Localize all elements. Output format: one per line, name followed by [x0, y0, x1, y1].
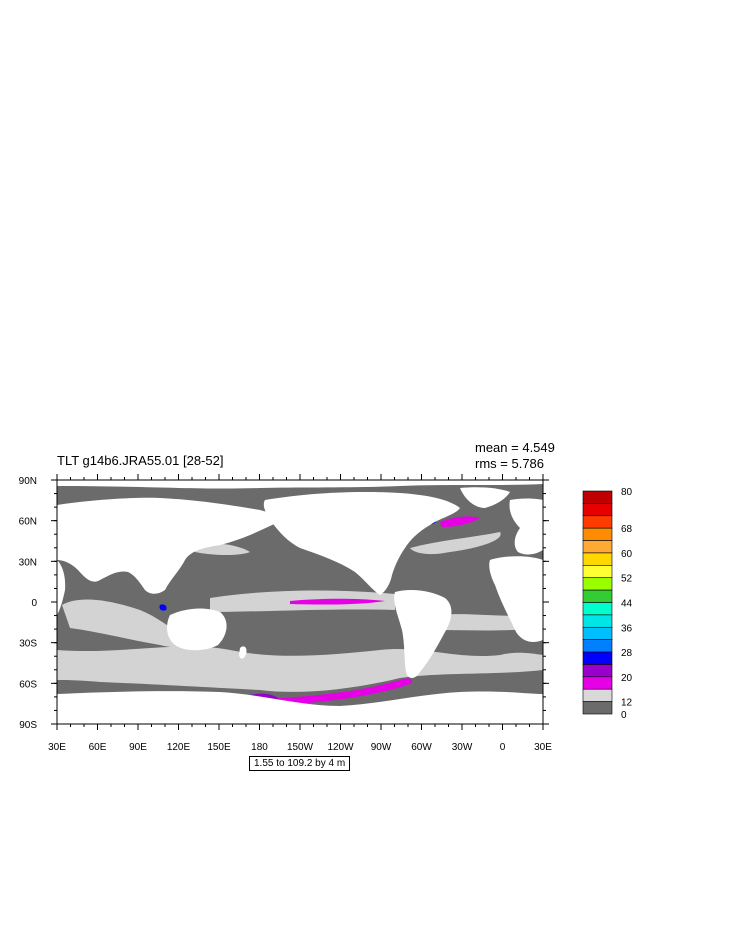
rms-value: rms = 5.786	[475, 456, 545, 471]
contour-interval-note: 1.55 to 109.2 by 4 m	[249, 756, 351, 771]
africa-right-land	[489, 556, 543, 642]
axis-ticks: 30E 60E 90E 120E 150E 180 150W 120W 90W 60W 30W 0 30…	[19, 474, 552, 753]
colorbar-swatch	[582, 639, 613, 653]
southern-magenta	[240, 678, 412, 706]
colorbar-label: 20	[621, 673, 633, 684]
lat-tick-label: 30S	[19, 639, 37, 650]
equatorial-magenta	[290, 598, 385, 605]
lat-tick-label: 60S	[19, 679, 37, 690]
colorbar: 80 68 60 52 44 36 28 20 120	[582, 487, 633, 721]
lon-tick-label: 90E	[129, 742, 147, 753]
lon-tick-label: 60W	[411, 742, 432, 753]
north-atlantic-band	[410, 532, 501, 555]
lon-tick-label: 0	[500, 742, 506, 753]
colorbar-swatch	[582, 490, 613, 504]
lat-tick-label: 30N	[19, 557, 37, 568]
colorbar-swatch	[582, 651, 613, 665]
lon-tick-label: 120W	[327, 742, 354, 753]
lat-tick-label: 0	[31, 598, 37, 609]
greenland-land	[460, 487, 510, 508]
gulf-stream-magenta	[440, 516, 480, 527]
africa-land	[57, 560, 66, 615]
new-zealand-land	[239, 646, 247, 659]
lon-tick-label: 120E	[167, 742, 191, 753]
lon-tick-label: 150E	[207, 742, 231, 753]
europe-right-land	[509, 498, 543, 555]
lon-tick-label: 150W	[287, 742, 314, 753]
south-america-land	[394, 590, 452, 678]
lon-tick-label: 60E	[89, 742, 107, 753]
colorbar-swatch	[582, 565, 613, 579]
colorbar-label: 36	[621, 623, 633, 634]
map-field	[57, 480, 543, 724]
indonesia-blue	[159, 604, 167, 611]
colorbar-swatch	[582, 589, 613, 603]
colorbar-swatch	[582, 577, 613, 591]
lon-tick-label: 30E	[48, 742, 66, 753]
colorbar-swatch	[582, 664, 613, 678]
plot-title: TLT g14b6.JRA55.01 [28-52]	[57, 453, 224, 468]
lon-tick-label: 30W	[452, 742, 473, 753]
colorbar-label: 12	[621, 698, 633, 709]
colorbar-swatch	[582, 676, 613, 690]
arctic-land	[57, 480, 543, 489]
north-america-land	[263, 491, 460, 595]
colorbar-swatch	[582, 602, 613, 616]
colorbar-swatch	[582, 527, 613, 541]
colorbar-label: 0	[621, 710, 627, 721]
antarctica-land	[57, 691, 543, 724]
colorbar-swatch	[582, 503, 613, 517]
colorbar-swatch	[582, 626, 613, 640]
lon-tick-label: 180	[251, 742, 268, 753]
colorbar-swatch	[582, 540, 613, 554]
indian-ocean-band	[62, 599, 193, 648]
lat-tick-label: 60N	[19, 517, 37, 528]
colorbar-label: 68	[621, 524, 633, 535]
lon-tick-label: 90W	[371, 742, 392, 753]
lat-tick-label: 90N	[19, 476, 37, 487]
colorbar-swatch	[582, 552, 613, 566]
colorbar-swatch	[582, 701, 613, 715]
colorbar-label: 80	[621, 487, 633, 498]
colorbar-swatch	[582, 614, 613, 628]
mean-value: mean = 4.549	[475, 440, 555, 455]
lon-tick-label: 30E	[534, 742, 552, 753]
colorbar-label: 60	[621, 549, 633, 560]
lat-tick-label: 90S	[19, 720, 37, 731]
eurasia-land	[57, 497, 278, 594]
colorbar-label: 44	[621, 599, 633, 610]
colorbar-swatch	[582, 688, 613, 702]
colorbar-label: 28	[621, 648, 633, 659]
colorbar-swatch	[582, 515, 613, 529]
australia-land	[167, 608, 227, 651]
colorbar-label: 52	[621, 574, 633, 585]
